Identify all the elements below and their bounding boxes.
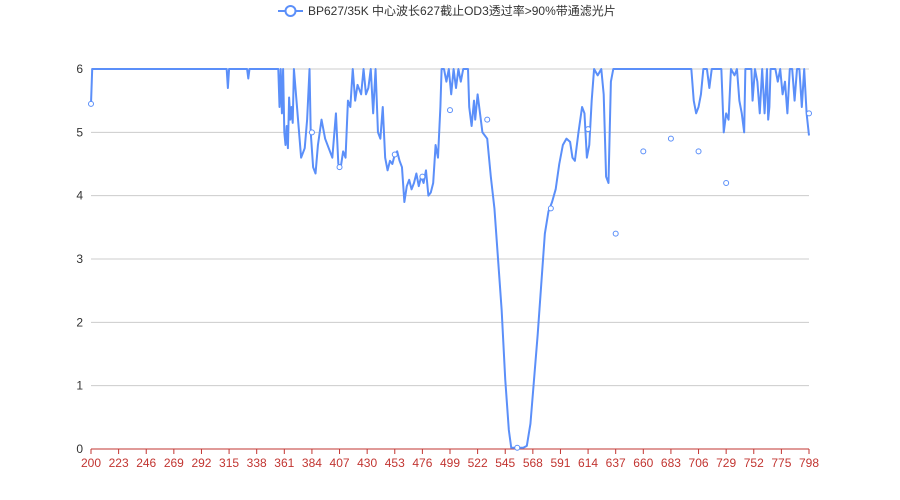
data-point[interactable] (667, 135, 674, 142)
x-tick-label: 430 (357, 456, 377, 470)
data-point[interactable] (612, 230, 619, 237)
x-tick-label: 292 (191, 456, 211, 470)
x-tick-label: 660 (633, 456, 653, 470)
legend[interactable]: BP627/35K 中心波长627截止OD3透过率>90%带通滤光片 (278, 3, 616, 18)
x-tick-label: 223 (109, 456, 129, 470)
x-tick-label: 269 (164, 456, 184, 470)
data-point[interactable] (695, 148, 702, 155)
y-tick-label: 1 (76, 379, 83, 393)
x-tick-label: 315 (219, 456, 239, 470)
series-line (90, 68, 810, 449)
data-point[interactable] (391, 151, 398, 158)
data-point[interactable] (484, 116, 491, 123)
legend-label: BP627/35K 中心波长627截止OD3透过率>90%带通滤光片 (308, 3, 616, 18)
data-point[interactable] (806, 110, 812, 117)
data-point[interactable] (419, 173, 426, 180)
data-point[interactable] (640, 148, 647, 155)
grid (91, 68, 809, 387)
y-axis: 0 1 2 3 4 5 6 (76, 62, 83, 456)
data-point[interactable] (547, 205, 554, 212)
data-point[interactable] (514, 444, 521, 451)
y-tick-label: 2 (76, 315, 83, 329)
x-tick-label: 246 (136, 456, 156, 470)
x-axis: 200 223 246 269 292 315 338 361 384 407 430 453 476 4… (81, 448, 819, 470)
data-point[interactable] (723, 180, 730, 186)
x-tick-label: 338 (247, 456, 267, 470)
series-group (88, 68, 812, 451)
y-tick-label: 4 (76, 189, 83, 203)
x-tick-label: 683 (661, 456, 681, 470)
x-tick-label: 200 (81, 456, 101, 470)
x-tick-label: 637 (606, 456, 626, 470)
data-point[interactable] (336, 164, 343, 171)
x-tick-label: 476 (412, 456, 432, 470)
x-tick-label: 545 (495, 456, 515, 470)
data-point[interactable] (308, 129, 315, 136)
x-tick-label: 614 (578, 456, 598, 470)
y-tick-label: 6 (76, 62, 83, 76)
y-tick-label: 3 (76, 252, 83, 266)
y-tick-label: 0 (76, 442, 83, 456)
legend-marker (284, 5, 297, 17)
x-tick-label: 499 (440, 456, 460, 470)
x-tick-label: 752 (744, 456, 764, 470)
x-tick-label: 361 (274, 456, 294, 470)
x-tick-label: 775 (771, 456, 791, 470)
x-tick-label: 591 (550, 456, 570, 470)
x-tick-label: 798 (799, 456, 819, 470)
data-point[interactable] (88, 100, 94, 107)
x-tick-label: 729 (716, 456, 736, 470)
x-tick-label: 384 (302, 456, 322, 470)
data-point[interactable] (447, 107, 453, 114)
x-tick-label: 706 (689, 456, 709, 470)
data-point[interactable] (585, 126, 592, 133)
x-tick-label: 522 (468, 456, 488, 470)
x-tick-label: 453 (385, 456, 405, 470)
x-tick-label: 568 (523, 456, 543, 470)
x-tick-label: 407 (330, 456, 350, 470)
y-tick-label: 5 (76, 125, 83, 139)
